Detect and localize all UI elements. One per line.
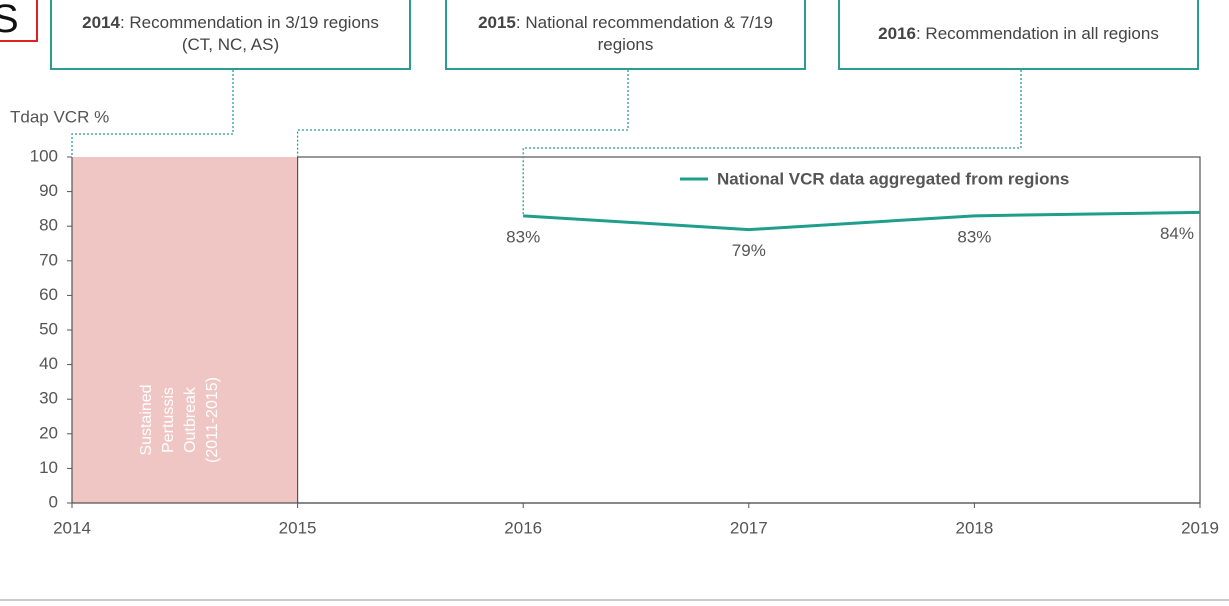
shaded-region [72, 157, 298, 503]
y-tick-label: 0 [49, 492, 58, 511]
annotation-text: 2014: Recommendation in 3/19 regions (CT… [72, 12, 389, 56]
y-tick-label: 30 [39, 389, 58, 408]
shaded-label: Outbreak [182, 386, 199, 453]
annotation-box: 2015: National recommendation & 7/19 reg… [445, 0, 806, 70]
annotation-year: 2014 [82, 13, 120, 32]
y-tick-label: 80 [39, 216, 58, 235]
corner-box: S [0, 0, 38, 42]
annotation-body: : Recommendation in 3/19 regions (CT, NC… [119, 13, 379, 54]
data-label: 83% [957, 227, 991, 246]
data-label: 84% [1160, 224, 1194, 243]
data-label: 83% [506, 227, 540, 246]
legend-label: National VCR data aggregated from region… [717, 169, 1069, 188]
data-label: 79% [732, 241, 766, 260]
annotation-box: 2016: Recommendation in all regions [838, 0, 1199, 70]
annotation-text: 2015: National recommendation & 7/19 reg… [467, 12, 784, 56]
x-tick-label: 2014 [53, 518, 91, 537]
y-tick-label: 10 [39, 458, 58, 477]
plot-frame [297, 156, 1201, 504]
annotation-connector [296, 70, 629, 157]
y-axis-label: Tdap VCR % [10, 107, 109, 126]
annotation-connector [71, 70, 234, 157]
annotation-body: : National recommendation & 7/19 regions [515, 13, 773, 54]
x-tick-label: 2019 [1181, 518, 1219, 537]
annotation-year: 2015 [478, 13, 516, 32]
y-tick-label: 20 [39, 423, 58, 442]
y-tick-label: 60 [39, 285, 58, 304]
annotation-body: : Recommendation in all regions [915, 24, 1159, 43]
y-tick-label: 50 [39, 319, 58, 338]
annotation-year: 2016 [878, 24, 916, 43]
annotation-connector [522, 70, 1022, 216]
x-tick-label: 2018 [955, 518, 993, 537]
shaded-label: (2011-2015) [204, 377, 221, 463]
shaded-label: Sustained [138, 384, 155, 455]
annotation-box: 2014: Recommendation in 3/19 regions (CT… [50, 0, 411, 70]
data-line [523, 210, 1201, 232]
y-tick-label: 90 [39, 181, 58, 200]
y-tick-label: 100 [30, 146, 58, 165]
x-tick-label: 2015 [279, 518, 317, 537]
y-tick-label: 40 [39, 354, 58, 373]
shaded-label: Pertussis [160, 387, 177, 453]
x-tick-label: 2016 [504, 518, 542, 537]
annotation-text: 2016: Recommendation in all regions [878, 23, 1159, 45]
y-tick-label: 70 [39, 250, 58, 269]
x-tick-label: 2017 [730, 518, 768, 537]
